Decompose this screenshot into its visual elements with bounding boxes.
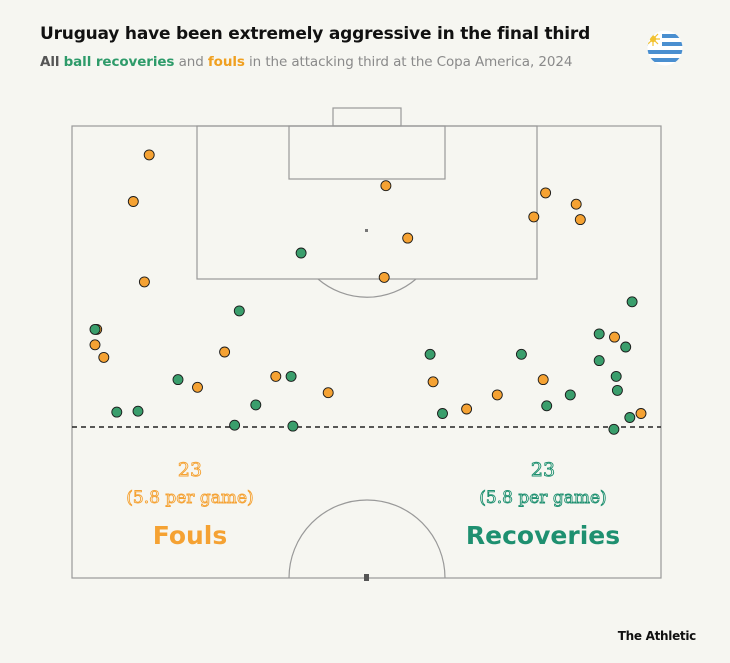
recoveries-point-15 — [564, 389, 576, 401]
brand-logo: The Athletic — [617, 629, 697, 643]
recoveries-point-9 — [287, 420, 299, 432]
recoveries-count: 23 — [531, 459, 555, 481]
subtitle-recoveries: ball recoveries — [63, 54, 175, 70]
fouls-point-13 — [378, 271, 390, 283]
recoveries-point-12 — [437, 408, 448, 419]
fouls-point-1 — [143, 149, 155, 161]
fouls-point-20 — [574, 214, 586, 226]
subtitle-fouls: fouls — [207, 54, 245, 70]
fouls-count: 23 — [178, 459, 202, 481]
fouls-point-5 — [89, 339, 101, 351]
six-yard-box — [288, 125, 446, 180]
recoveries-point-5 — [233, 305, 245, 317]
recoveries-point-17 — [593, 355, 605, 367]
fouls-point-8 — [192, 381, 203, 393]
fouls-point-7 — [219, 346, 231, 358]
fouls-point-23 — [635, 408, 647, 419]
fouls-point-2 — [127, 196, 139, 207]
data-points — [89, 149, 647, 435]
fouls-point-15 — [461, 403, 473, 415]
fouls-point-19 — [570, 198, 582, 210]
chart-subtitle: All ball recoveries and fouls in the att… — [40, 54, 572, 70]
fouls-point-22 — [609, 331, 620, 343]
fouls-point-16 — [491, 389, 503, 401]
fouls-per-game: (5.8 per game) — [126, 488, 253, 508]
recoveries-point-14 — [541, 400, 553, 412]
recoveries-point-8 — [285, 370, 297, 382]
recoveries-point-10 — [295, 247, 307, 259]
fouls-point-10 — [322, 387, 334, 399]
recoveries-point-2 — [111, 406, 123, 418]
recoveries-point-23 — [626, 296, 638, 308]
recoveries-point-4 — [172, 374, 184, 386]
fouls-label: Fouls — [153, 521, 228, 550]
fouls-point-11 — [380, 180, 392, 192]
recoveries-point-1 — [89, 323, 101, 335]
penalty-box — [196, 125, 538, 280]
recoveries-point-20 — [608, 423, 620, 435]
fouls-point-14 — [427, 376, 439, 388]
fouls-point-3 — [138, 276, 150, 288]
recoveries-point-19 — [611, 384, 623, 396]
recoveries-point-18 — [610, 370, 622, 382]
fouls-point-12 — [402, 232, 414, 244]
recoveries-point-11 — [424, 348, 436, 360]
chart-title: Uruguay have been extremely aggressive i… — [40, 24, 591, 44]
penalty-arc — [317, 278, 417, 298]
recoveries-point-21 — [624, 412, 636, 423]
recoveries-label: Recoveries — [466, 521, 620, 550]
fouls-point-17 — [528, 211, 540, 223]
fouls-point-21 — [537, 374, 549, 386]
pitch-outline — [71, 125, 662, 579]
recoveries-point-3 — [132, 405, 144, 417]
uruguay-flag-icon — [647, 30, 683, 66]
recoveries-point-7 — [250, 399, 262, 411]
fouls-point-6 — [98, 351, 110, 363]
recoveries-point-16 — [593, 328, 605, 340]
subtitle-and: and — [178, 54, 204, 70]
recoveries-point-13 — [515, 348, 527, 360]
goal — [332, 107, 402, 127]
recoveries-per-game: (5.8 per game) — [479, 488, 606, 508]
center-circle-arc — [288, 499, 446, 579]
subtitle-tail: in the attacking third at the Copa Ameri… — [249, 54, 573, 70]
penalty-spot — [365, 229, 368, 232]
center-spot — [364, 574, 369, 581]
fouls-point-9 — [270, 370, 282, 382]
recoveries-point-6 — [229, 419, 241, 431]
fouls-point-18 — [540, 187, 552, 199]
subtitle-lead: All — [40, 54, 60, 70]
recoveries-point-22 — [620, 341, 632, 353]
